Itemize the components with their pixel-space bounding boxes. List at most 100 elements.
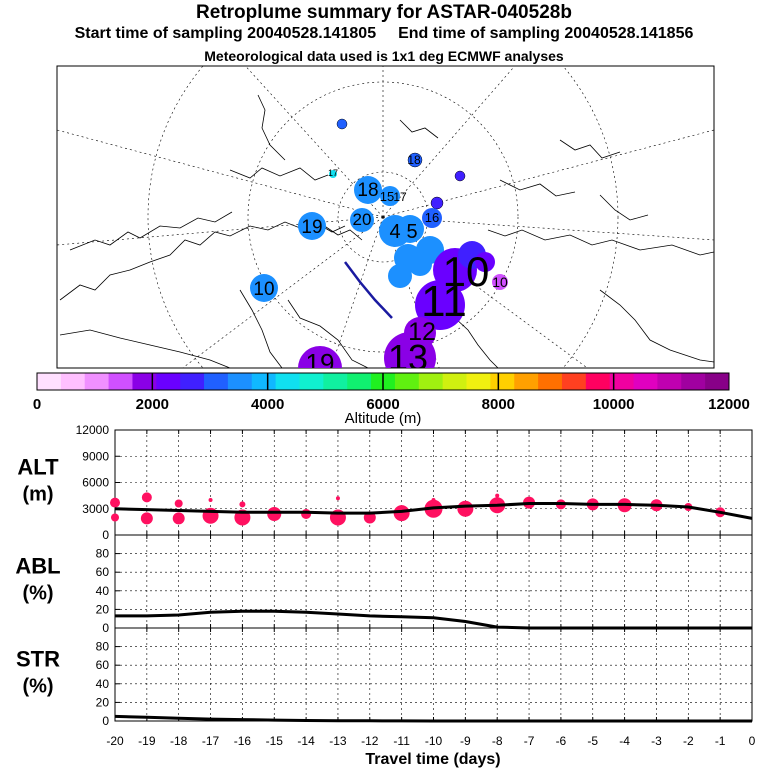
altitude-dot (111, 513, 119, 522)
colorbar-segment (657, 373, 682, 390)
colorbar-segment (108, 373, 133, 390)
x-tick-label: -13 (329, 734, 347, 748)
panel-unit: (%) (22, 583, 53, 605)
x-tick-label: -16 (234, 734, 252, 748)
x-tick-label: -15 (266, 734, 284, 748)
x-tick-label: -17 (202, 734, 220, 748)
colorbar-tick-label: 6000 (366, 396, 399, 413)
map-time-label: 18 (407, 153, 421, 167)
colorbar-segment (156, 373, 181, 390)
y-tick-label: 20 (96, 602, 110, 616)
colorbar-segment (60, 373, 86, 390)
x-tick-label: -4 (619, 734, 630, 748)
x-tick-label: -10 (425, 734, 443, 748)
end-time-label: End time of sampling 20040528.141856 (398, 25, 694, 42)
y-tick-label: 40 (96, 677, 110, 691)
colorbar-segment (299, 373, 324, 390)
map-time-label: 10 (253, 279, 274, 300)
map-time-label: 12 (408, 318, 436, 346)
colorbar-axis-label: Altitude (m) (345, 410, 422, 427)
colorbar-segment (466, 373, 491, 390)
y-tick-label: 40 (96, 584, 110, 598)
x-tick-label: -6 (556, 734, 567, 748)
colorbar-segment (275, 373, 300, 390)
plume-clusters (250, 118, 508, 368)
colorbar-segment (490, 373, 515, 390)
map-time-label: 19 (301, 217, 322, 238)
map-time-label: 10 (443, 248, 490, 295)
start-time-label: Start time of sampling 20040528.141805 (74, 25, 377, 42)
x-axis-label: Travel time (days) (365, 751, 500, 768)
map-time-label: 18 (357, 180, 378, 201)
panel-label: STR (16, 647, 60, 672)
colorbar-tick-label: 10000 (593, 396, 635, 413)
colorbar-segment (394, 373, 420, 390)
y-tick-label: 60 (96, 658, 110, 672)
x-tick-label: -12 (361, 734, 379, 748)
colorbar-segment (204, 373, 229, 390)
chart-title: Retroplume summary for ASTAR-040528b (196, 2, 572, 23)
panel-label: ALT (17, 455, 59, 480)
colorbar-segment (585, 373, 611, 390)
colorbar-segment (681, 373, 706, 390)
colorbar-segment (132, 373, 157, 390)
colorbar-segment (180, 373, 205, 390)
x-tick-label: -19 (138, 734, 156, 748)
altitude-dot (141, 492, 152, 503)
altitude-dot (335, 496, 340, 501)
colorbar-tick-label: 8000 (482, 396, 515, 413)
y-tick-label: 6000 (82, 476, 109, 490)
x-tick-label: -8 (492, 734, 503, 748)
colorbar-tick-label: 2000 (136, 396, 169, 413)
map-time-label: 17 (393, 190, 407, 204)
altitude-dot (457, 500, 474, 517)
altitude-dot (208, 498, 213, 502)
series-line-str (114, 714, 752, 723)
x-tick-label: -2 (683, 734, 694, 748)
map-time-label: 11 (421, 277, 467, 326)
colorbar-segment (705, 373, 730, 390)
map-time-label: 19 (306, 348, 335, 378)
y-tick-label: 3000 (82, 502, 109, 516)
y-tick-label: 12000 (76, 423, 110, 437)
altitude-dot (172, 512, 185, 525)
altitude-dot (393, 505, 410, 522)
altitude-dot (174, 499, 183, 508)
altitude-dot (495, 493, 500, 498)
map-time-label: 4 (389, 221, 400, 243)
x-tick-label: -11 (393, 734, 410, 748)
trajectory-path (344, 261, 393, 319)
x-tick-label: -5 (587, 734, 598, 748)
colorbar-segment (561, 373, 587, 390)
y-tick-label: 0 (102, 714, 109, 728)
x-tick-label: -7 (524, 734, 535, 748)
time-series-panels: 120009000600030000ALT(m)806040200ABL(%)8… (15, 423, 755, 768)
colorbar-segment (418, 373, 444, 390)
panel-abl: 80 60 40 20 0 ABL (%) (15, 534, 753, 635)
colorbar-segment (323, 373, 348, 390)
y-tick-label: 20 (96, 695, 110, 709)
map-time-label: 17 (328, 168, 338, 178)
map-frame (56, 65, 715, 369)
met-data-label: Meteorological data used is 1x1 deg ECMW… (204, 48, 564, 64)
colorbar-segment (251, 373, 277, 390)
x-tick-label: -20 (106, 734, 124, 748)
panel-str: 80 60 40 20 0 STR (%) (16, 627, 753, 728)
panel-label: ABL (15, 554, 60, 579)
y-tick-label: 80 (96, 640, 110, 654)
colorbar-segment (514, 373, 539, 390)
altitude-dot (239, 501, 246, 508)
colorbar-tick-label: 12000 (708, 396, 750, 413)
colorbar-segment (442, 373, 468, 390)
panel-unit: (%) (22, 676, 53, 698)
y-tick-label: 0 (102, 528, 109, 542)
colorbar-segment (633, 373, 658, 390)
x-tick-label: -1 (715, 734, 726, 748)
x-tick-label: -3 (651, 734, 662, 748)
panel-alt: 12000 9000 6000 3000 0 ALT (m) (17, 423, 753, 542)
y-tick-label: 0 (102, 621, 109, 635)
altitude-dot (140, 512, 153, 525)
map-time-label: 13 (388, 337, 428, 378)
